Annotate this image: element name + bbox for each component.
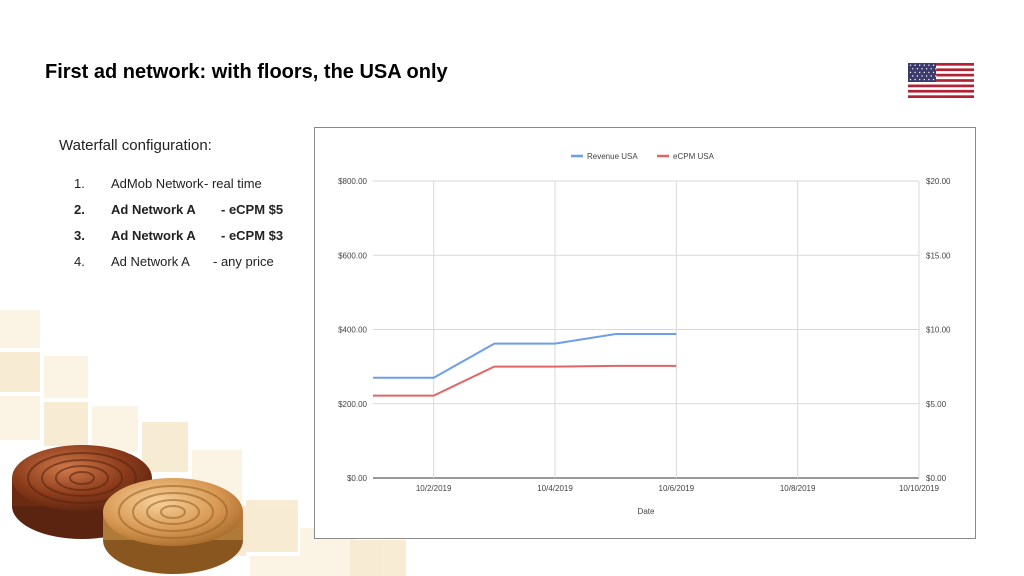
- y-left-tick-label: $800.00: [338, 177, 367, 186]
- waterfall-item-network: Ad Network A: [111, 254, 190, 269]
- waterfall-item-network: Ad Network A: [111, 202, 196, 217]
- waterfall-item-number: 2.: [74, 202, 85, 217]
- y-left-tick-label: $0.00: [347, 474, 368, 483]
- slide-title: First ad network: with floors, the USA o…: [45, 61, 448, 83]
- y-right-tick-label: $15.00: [926, 251, 951, 260]
- waterfall-item-network: Ad Network A: [111, 228, 196, 243]
- x-tick-label: 10/6/2019: [659, 484, 695, 493]
- revenue-ecpm-line-chart: $0.00 $0.00 $200.00 $5.00 $400.00 $10.00 $600.…: [338, 152, 951, 516]
- waterfall-heading: Waterfall configuration:: [59, 137, 212, 154]
- us-flag-icon: [908, 63, 974, 98]
- y-right-tick-label: $20.00: [926, 177, 951, 186]
- waterfall-item-price: - eCPM $3: [221, 228, 284, 243]
- waterfall-item-price: - eCPM $5: [221, 202, 284, 217]
- light-piece: [103, 478, 243, 574]
- waterfall-item-price: - any price: [213, 254, 274, 269]
- y-left-tick-label: $600.00: [338, 251, 367, 260]
- legend-label: eCPM USA: [673, 152, 715, 161]
- waterfall-item-number: 3.: [74, 228, 85, 243]
- x-axis-label: Date: [638, 507, 655, 516]
- y-right-tick-label: $0.00: [926, 474, 947, 483]
- game-pieces-decoration: [0, 310, 406, 576]
- y-left-tick-label: $200.00: [338, 400, 367, 409]
- chart-frame: $0.00 $0.00 $200.00 $5.00 $400.00 $10.00 $600.…: [314, 127, 976, 539]
- y-right-tick-label: $5.00: [926, 400, 947, 409]
- series-line: [373, 364, 677, 397]
- x-tick-label: 10/8/2019: [780, 484, 816, 493]
- y-left-tick-label: $400.00: [338, 326, 367, 335]
- waterfall-item-network: AdMob Network: [111, 176, 204, 191]
- x-tick-label: 10/10/2019: [899, 484, 940, 493]
- waterfall-item-number: 4.: [74, 254, 85, 269]
- legend-label: Revenue USA: [587, 152, 638, 161]
- x-tick-label: 10/2/2019: [416, 484, 452, 493]
- x-tick-label: 10/4/2019: [537, 484, 573, 493]
- y-right-tick-label: $10.00: [926, 326, 951, 335]
- series-line: [373, 333, 677, 379]
- waterfall-item-price: - real time: [204, 176, 262, 191]
- waterfall-item-number: 1.: [74, 176, 85, 191]
